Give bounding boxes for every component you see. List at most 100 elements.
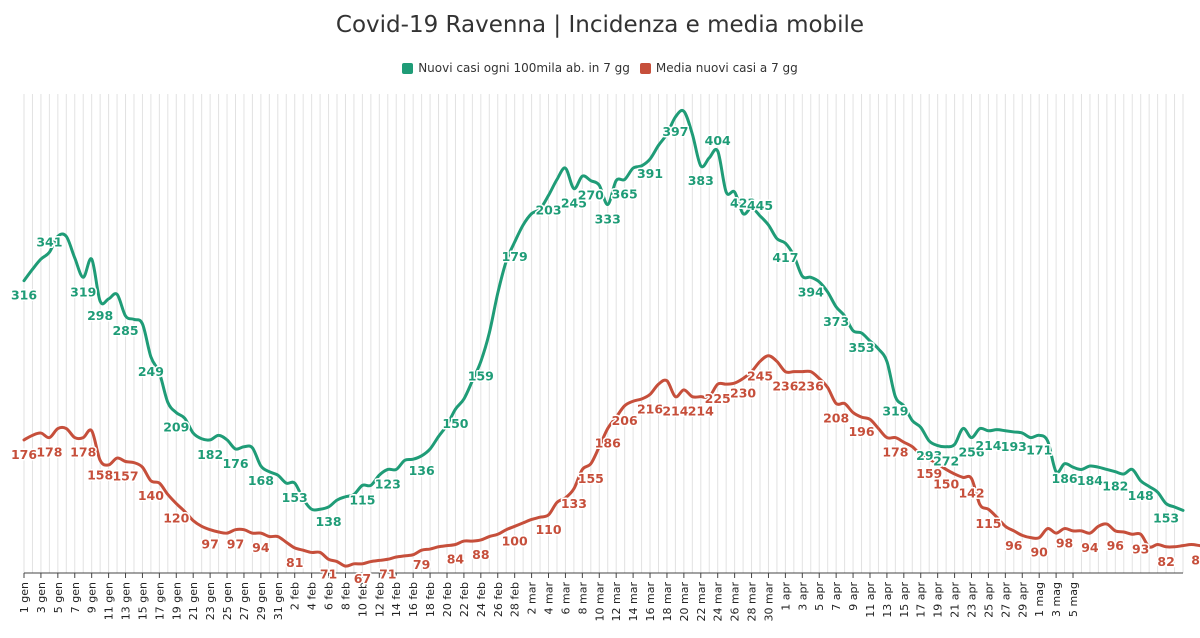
x-tick-label: 14 mar <box>627 582 640 622</box>
legend-item-moving-average[interactable]: Media nuovi casi a 7 gg <box>639 61 798 75</box>
data-label-moving-average: 96 <box>1005 538 1023 553</box>
x-tick-label: 3 gen <box>35 582 48 613</box>
x-tick-label: 1 gen <box>18 582 31 613</box>
data-label-moving-average: 214 <box>662 404 688 419</box>
data-label-incidence: 333 <box>595 212 621 227</box>
x-tick-label: 25 gen <box>221 582 234 620</box>
x-tick-label: 23 apr <box>966 582 979 618</box>
data-label-incidence: 298 <box>87 308 113 323</box>
data-label-moving-average: 90 <box>1030 545 1048 560</box>
data-label-moving-average: 81 <box>286 555 303 570</box>
data-label-moving-average: 71 <box>320 566 337 581</box>
data-label-moving-average: 186 <box>595 436 621 451</box>
data-label-moving-average: 120 <box>163 511 189 526</box>
x-tick-label: 25 apr <box>982 582 995 618</box>
x-tick-label: 2 mar <box>526 582 539 615</box>
data-label-moving-average: 206 <box>612 413 638 428</box>
x-tick-label: 28 feb <box>509 582 522 617</box>
data-label-moving-average: 216 <box>637 401 663 416</box>
x-tick-label: 22 mar <box>695 582 708 622</box>
data-label-incidence: 383 <box>688 173 714 188</box>
chart-title: Covid-19 Ravenna | Incidenza e media mob… <box>335 12 865 38</box>
data-label-moving-average: 150 <box>933 476 959 491</box>
x-tick-label: 17 gen <box>153 582 166 620</box>
x-tick-label: 23 gen <box>204 582 217 620</box>
data-label-moving-average: 115 <box>975 516 1001 531</box>
data-label-moving-average: 133 <box>561 496 587 511</box>
x-tick-label: 13 gen <box>120 582 133 620</box>
data-label-moving-average: 94 <box>252 540 270 555</box>
data-label-incidence: 203 <box>535 202 561 217</box>
x-tick-label: 22 feb <box>458 582 471 617</box>
x-tick-label: 8 mar <box>576 582 589 615</box>
data-label-incidence: 146 <box>1187 0 1200 3</box>
legend-label-moving-average: Media nuovi casi a 7 gg <box>655 61 798 75</box>
data-label-moving-average: 225 <box>705 391 731 406</box>
x-tick-label: 15 apr <box>898 582 911 618</box>
x-tick-label: 7 apr <box>830 582 843 611</box>
data-label-incidence: 153 <box>282 490 308 505</box>
x-tick-label: 4 feb <box>306 582 319 610</box>
data-label-incidence: 184 <box>1077 473 1103 488</box>
x-tick-label: 6 mar <box>559 582 572 615</box>
data-label-moving-average: 100 <box>502 533 528 548</box>
data-label-moving-average: 158 <box>87 467 113 482</box>
data-label-moving-average: 97 <box>201 537 218 552</box>
data-label-moving-average: 83 <box>1191 553 1200 568</box>
data-label-incidence: 150 <box>442 416 468 431</box>
data-label-moving-average: 140 <box>138 488 164 503</box>
data-label-incidence: 115 <box>349 492 375 507</box>
data-label-moving-average: 110 <box>535 522 561 537</box>
legend-item-incidence[interactable]: Nuovi casi ogni 100mila ab. in 7 gg <box>402 61 630 75</box>
data-label-incidence: 136 <box>409 463 435 478</box>
data-label-incidence: 341 <box>36 234 62 249</box>
x-tick-label: 16 mar <box>644 582 657 622</box>
x-tick-label: 20 feb <box>441 582 454 617</box>
data-label-incidence: 214 <box>975 438 1001 453</box>
x-tick-label: 2 feb <box>289 582 302 610</box>
data-label-moving-average: 176 <box>11 447 37 462</box>
data-label-incidence: 394 <box>798 284 824 299</box>
data-label-incidence: 168 <box>248 473 274 488</box>
data-label-moving-average: 155 <box>578 471 604 486</box>
data-label-moving-average: 178 <box>882 445 908 460</box>
data-label-moving-average: 236 <box>798 379 824 394</box>
data-label-incidence: 209 <box>163 420 189 435</box>
legend-swatch-incidence <box>402 62 414 74</box>
x-tick-label: 24 mar <box>712 582 725 622</box>
x-tick-label: 1 apr <box>779 582 792 611</box>
data-label-moving-average: 245 <box>747 368 773 383</box>
series-line-incidence <box>22 108 1185 512</box>
x-tick-label: 12 feb <box>373 582 386 617</box>
data-label-incidence: 319 <box>882 404 908 419</box>
x-tick-label: 18 mar <box>661 582 674 622</box>
x-tick-label: 5 gen <box>52 582 65 613</box>
x-tick-label: 3 apr <box>796 582 809 611</box>
x-tick-label: 9 apr <box>847 582 860 611</box>
x-tick-label: 29 gen <box>255 582 268 620</box>
x-tick-label: 7 gen <box>69 582 82 613</box>
data-label-incidence: 186 <box>1052 471 1078 486</box>
data-label-incidence: 182 <box>197 447 223 462</box>
x-tick-label: 9 gen <box>86 582 99 613</box>
data-label-moving-average: 214 <box>688 404 714 419</box>
x-tick-label: 3 mag <box>1050 582 1063 617</box>
data-label-moving-average: 196 <box>848 424 874 439</box>
x-tick-label: 8 feb <box>339 582 352 610</box>
x-tick-label: 16 feb <box>407 582 420 617</box>
data-label-incidence: 391 <box>637 166 663 181</box>
data-label-incidence: 138 <box>316 514 342 529</box>
data-label-moving-average: 88 <box>472 547 489 562</box>
x-tick-label: 29 apr <box>1016 582 1029 618</box>
data-label-incidence: 153 <box>1153 511 1179 526</box>
data-label-incidence: 123 <box>375 476 401 491</box>
data-label-incidence: 171 <box>1026 442 1052 457</box>
x-tick-label: 5 mag <box>1067 582 1080 617</box>
x-tick-label: 24 feb <box>475 582 488 617</box>
data-label-incidence: 293 <box>916 448 942 463</box>
x-tick-label: 27 gen <box>238 582 251 620</box>
data-label-incidence: 445 <box>747 198 773 213</box>
data-label-incidence: 272 <box>933 454 959 469</box>
x-tick-label: 28 mar <box>746 582 759 622</box>
